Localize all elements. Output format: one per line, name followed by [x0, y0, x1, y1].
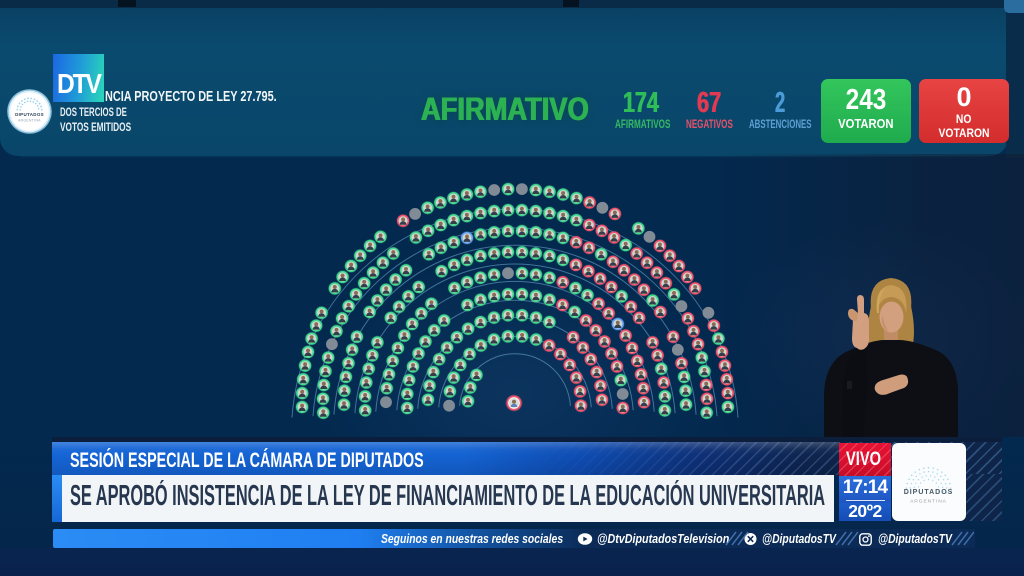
svg-text:ARGENTINA: ARGENTINA	[910, 499, 947, 505]
svg-text:DIPUTADOS: DIPUTADOS	[904, 489, 954, 496]
svg-text:ARGENTINA: ARGENTINA	[18, 118, 41, 122]
svg-text:DIPUTADOS: DIPUTADOS	[15, 112, 44, 117]
